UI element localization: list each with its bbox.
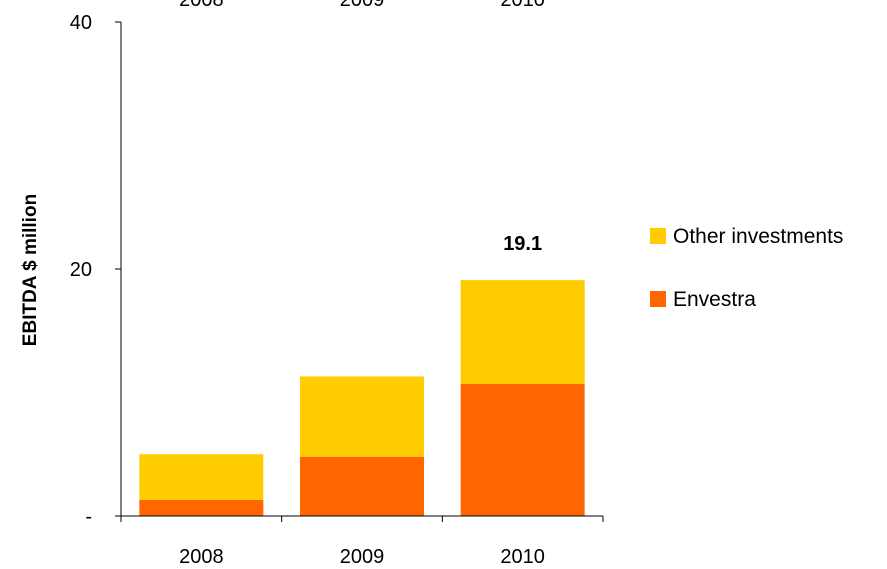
x-tick-label-top: 2010 [500, 0, 545, 11]
bar-envestra [139, 499, 264, 516]
y-tick-label: 20 [70, 259, 92, 281]
legend-swatch [650, 228, 666, 244]
legend-label: Envestra [673, 288, 756, 311]
bar-other-investments [300, 376, 424, 457]
bars-group: 19.1 [139, 233, 585, 516]
y-tick-label: - [85, 506, 92, 528]
y-tick-label: 40 [70, 12, 92, 34]
bar-envestra [460, 383, 585, 516]
x-tick-label-top: 2008 [179, 0, 224, 11]
y-axis-title: EBITDA $ million [20, 194, 41, 346]
x-tick-label-top: 2009 [340, 0, 385, 11]
legend: Other investments Envestra [650, 225, 843, 311]
ticks-group: - 20 40 2008 2008 2009 2009 2010 2010 [70, 0, 604, 568]
bar-other-investments [139, 454, 264, 500]
x-tick-label: 2009 [340, 546, 385, 568]
legend-swatch [650, 291, 666, 307]
legend-label: Other investments [673, 225, 843, 248]
bar-envestra [300, 456, 424, 516]
bar-other-investments [460, 280, 585, 384]
x-tick-label: 2010 [500, 546, 545, 568]
data-label: 19.1 [503, 233, 542, 255]
x-tick-label: 2008 [179, 546, 224, 568]
